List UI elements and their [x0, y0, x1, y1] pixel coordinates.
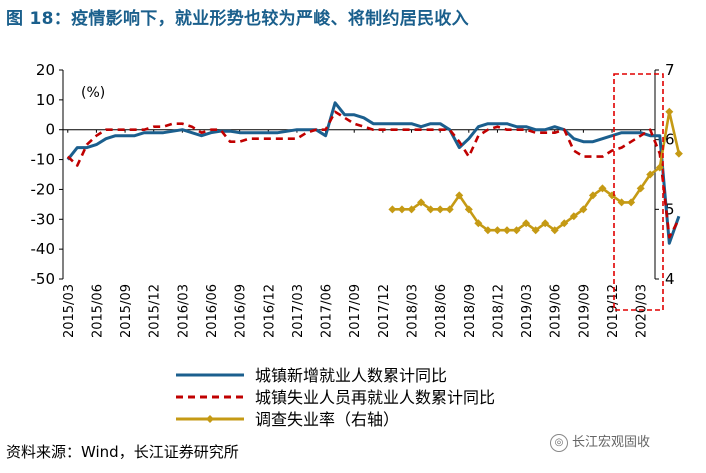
y-left-tick-label: -20	[31, 180, 56, 198]
wechat-icon: ◎	[550, 433, 568, 452]
x-tick-label: 2016/06	[205, 284, 220, 338]
y-right-tick-label: 4	[665, 270, 675, 288]
x-tick-label: 2016/12	[262, 284, 277, 338]
source-note: 资料来源：Wind，长江证券研究所	[6, 443, 239, 461]
series-3-marker	[588, 191, 597, 200]
x-tick-label: 2017/09	[348, 284, 363, 338]
x-tick-label: 2015/03	[62, 284, 77, 338]
series-3-marker	[503, 226, 511, 235]
y-left-tick-label: 10	[36, 91, 55, 109]
legend-label-1: 城镇新增就业人数累计同比	[255, 366, 447, 385]
series-3-marker	[407, 205, 416, 214]
series-line-2	[66, 110, 681, 239]
series-line-1	[66, 101, 681, 245]
series-3-marker	[397, 205, 406, 214]
series-3-marker	[665, 107, 674, 116]
watermark: ◎ 长江宏观固收	[550, 431, 650, 452]
series-3-marker	[417, 198, 426, 207]
series-3-marker	[560, 219, 569, 228]
legend-label-2: 城镇失业人员再就业人数累计同比	[255, 388, 495, 407]
x-tick-label: 2019/03	[520, 284, 535, 338]
series-3-marker	[579, 205, 588, 214]
series-3-marker	[636, 184, 645, 193]
y-right-tick-label: 6	[665, 131, 675, 149]
x-tick-label: 2018/12	[491, 284, 506, 338]
series-3-marker	[445, 205, 454, 214]
x-tick-label: 2015/12	[148, 284, 163, 338]
series-3-marker	[493, 226, 502, 235]
y-left-tick-label: 20	[36, 61, 55, 79]
series-3-marker	[646, 170, 655, 179]
x-tick-label: 2016/03	[176, 284, 191, 338]
series-3-marker	[474, 219, 483, 228]
series-3-marker	[655, 163, 664, 172]
series-3-marker	[541, 219, 550, 228]
series-3-marker	[483, 226, 492, 235]
x-tick-label: 2015/09	[119, 284, 134, 338]
unit-label: (%)	[81, 85, 105, 101]
series-3-marker	[522, 219, 531, 228]
series-3-marker	[464, 205, 473, 214]
y-right-tick-label: 5	[665, 200, 675, 218]
x-tick-label: 2019/12	[606, 284, 621, 338]
x-tick-label: 2018/06	[434, 284, 449, 338]
x-tick-label: 2018/09	[463, 284, 478, 338]
watermark-text: 长江宏观固收	[572, 435, 651, 450]
y-left-tick-label: -50	[31, 270, 56, 288]
series-3-marker	[436, 205, 445, 214]
x-tick-label: 2018/03	[406, 284, 421, 338]
x-tick-label: 2017/06	[320, 284, 335, 338]
x-tick-label: 2019/06	[549, 284, 564, 338]
x-tick-label: 2016/09	[234, 284, 249, 338]
series-3-marker	[455, 191, 464, 200]
figure-title: 图 18：疫情影响下，就业形势也较为严峻、将制约居民收入	[6, 9, 469, 29]
series-3-marker	[550, 226, 559, 235]
series-3-marker	[598, 184, 607, 193]
series-3-marker	[512, 226, 521, 235]
y-left-tick-label: 0	[45, 121, 55, 139]
series-3-marker	[388, 205, 397, 214]
series-3-marker	[627, 198, 636, 207]
series-3-marker	[531, 226, 540, 235]
x-tick-label: 2017/03	[291, 284, 306, 338]
x-tick-label: 2020/03	[635, 284, 650, 338]
series-3-marker	[426, 205, 435, 214]
series-3-marker	[674, 149, 683, 158]
legend-label-3: 调查失业率（右轴）	[255, 410, 399, 429]
y-right-tick-label: 7	[665, 61, 675, 79]
legend-marker	[206, 415, 214, 423]
y-left-tick-label: -40	[31, 240, 56, 258]
x-tick-label: 2017/12	[377, 284, 392, 338]
series-3-marker	[617, 198, 626, 207]
x-tick-label: 2015/06	[90, 284, 105, 338]
highlight-box	[613, 73, 664, 311]
series-3-marker	[569, 212, 578, 221]
x-tick-label: 2019/09	[577, 284, 592, 338]
y-left-tick-label: -10	[31, 151, 56, 169]
y-left-tick-label: -30	[31, 210, 56, 228]
